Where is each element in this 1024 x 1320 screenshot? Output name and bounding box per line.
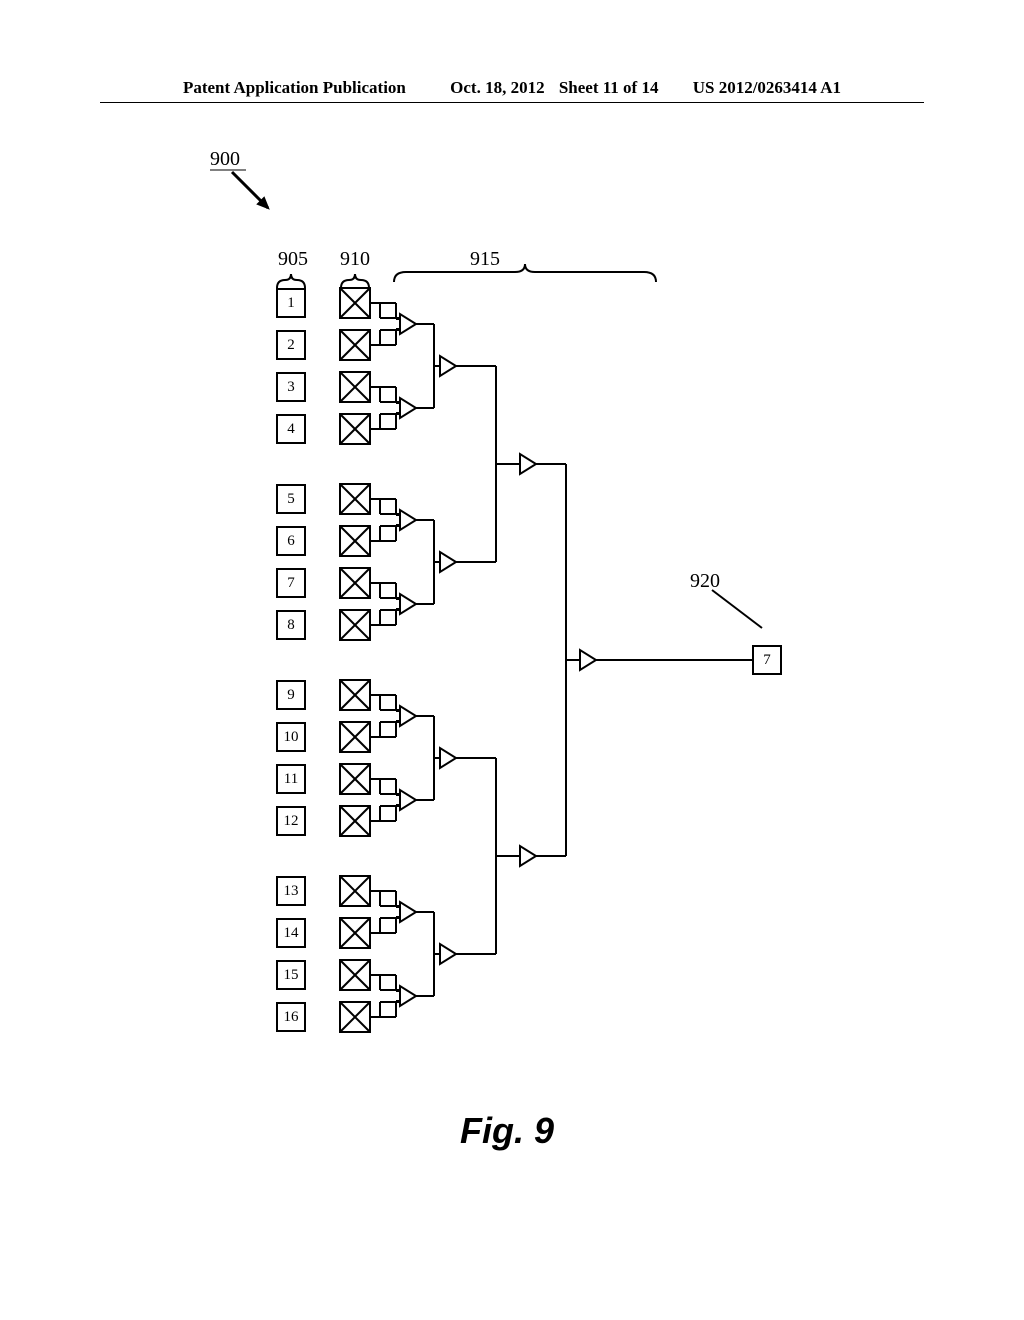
- input-box-7: 7: [276, 568, 306, 598]
- input-box-8: 8: [276, 610, 306, 640]
- input-box-14: 14: [276, 918, 306, 948]
- ref-910: 910: [340, 248, 370, 271]
- input-box-11: 11: [276, 764, 306, 794]
- figure-label: Fig. 9: [460, 1110, 554, 1152]
- input-box-3: 3: [276, 372, 306, 402]
- input-box-12: 12: [276, 806, 306, 836]
- ref-920: 920: [690, 570, 720, 593]
- input-box-2: 2: [276, 330, 306, 360]
- ref-915: 915: [470, 248, 500, 271]
- input-box-6: 6: [276, 526, 306, 556]
- input-box-10: 10: [276, 722, 306, 752]
- input-box-13: 13: [276, 876, 306, 906]
- input-box-5: 5: [276, 484, 306, 514]
- ref-905: 905: [278, 248, 308, 271]
- ref-900: 900: [210, 148, 240, 171]
- input-box-16: 16: [276, 1002, 306, 1032]
- output-box: 7: [752, 645, 782, 675]
- input-box-1: 1: [276, 288, 306, 318]
- input-box-9: 9: [276, 680, 306, 710]
- input-box-15: 15: [276, 960, 306, 990]
- input-box-4: 4: [276, 414, 306, 444]
